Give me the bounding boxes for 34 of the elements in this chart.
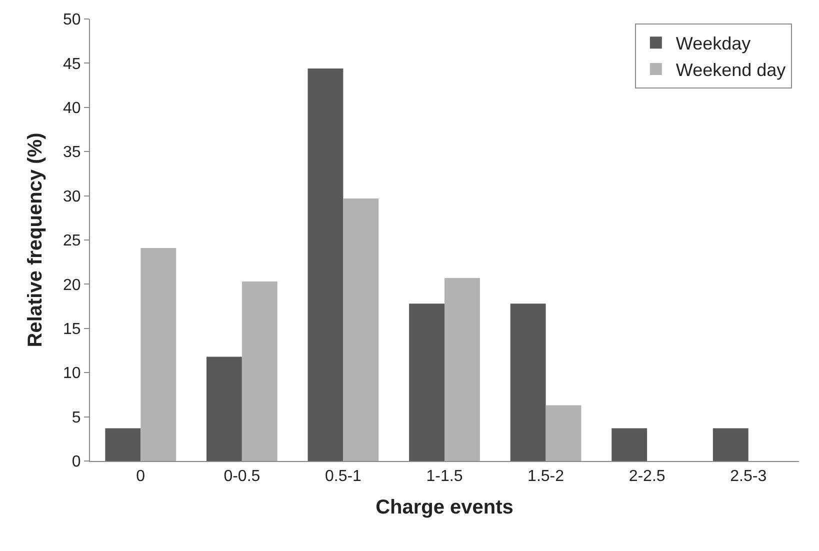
y-tick-label: 25 xyxy=(63,232,81,250)
y-tick-label: 40 xyxy=(63,100,81,117)
y-tick-label: 50 xyxy=(63,12,81,29)
bar xyxy=(409,304,444,461)
y-tick-label: 0 xyxy=(72,454,81,471)
bar xyxy=(105,428,141,461)
y-tick-label: 15 xyxy=(63,321,81,338)
x-tick-label: 2-2.5 xyxy=(628,468,666,486)
bar xyxy=(546,405,582,461)
bar xyxy=(206,356,242,461)
x-tick-label: 1.5-2 xyxy=(528,468,564,486)
bar xyxy=(308,68,344,461)
x-tick-label: 0-0.5 xyxy=(224,468,260,486)
x-tick-label: 1-1.5 xyxy=(426,468,463,486)
x-tick-label: 0 xyxy=(136,468,146,486)
y-tick-label: 35 xyxy=(63,144,81,162)
y-tick-label: 5 xyxy=(72,409,81,426)
x-tick-label: 0.5-1 xyxy=(324,468,362,486)
x-tick-label: 2.5-3 xyxy=(730,468,767,486)
bar xyxy=(242,282,278,461)
y-tick-label: 20 xyxy=(63,276,81,294)
y-tick-label: 10 xyxy=(63,365,81,382)
bar xyxy=(444,278,480,461)
y-axis-title: Relative frequency (%) xyxy=(24,132,47,348)
legend-label: Weekend day xyxy=(676,60,786,80)
bar xyxy=(510,304,546,461)
legend-label: Weekday xyxy=(676,34,751,54)
x-axis-title: Charge events xyxy=(376,496,514,519)
bar xyxy=(712,428,748,461)
bar xyxy=(140,248,176,461)
bar xyxy=(343,198,379,461)
y-tick-label: 45 xyxy=(63,56,81,73)
bar xyxy=(612,428,648,461)
y-tick-label: 30 xyxy=(63,188,81,206)
